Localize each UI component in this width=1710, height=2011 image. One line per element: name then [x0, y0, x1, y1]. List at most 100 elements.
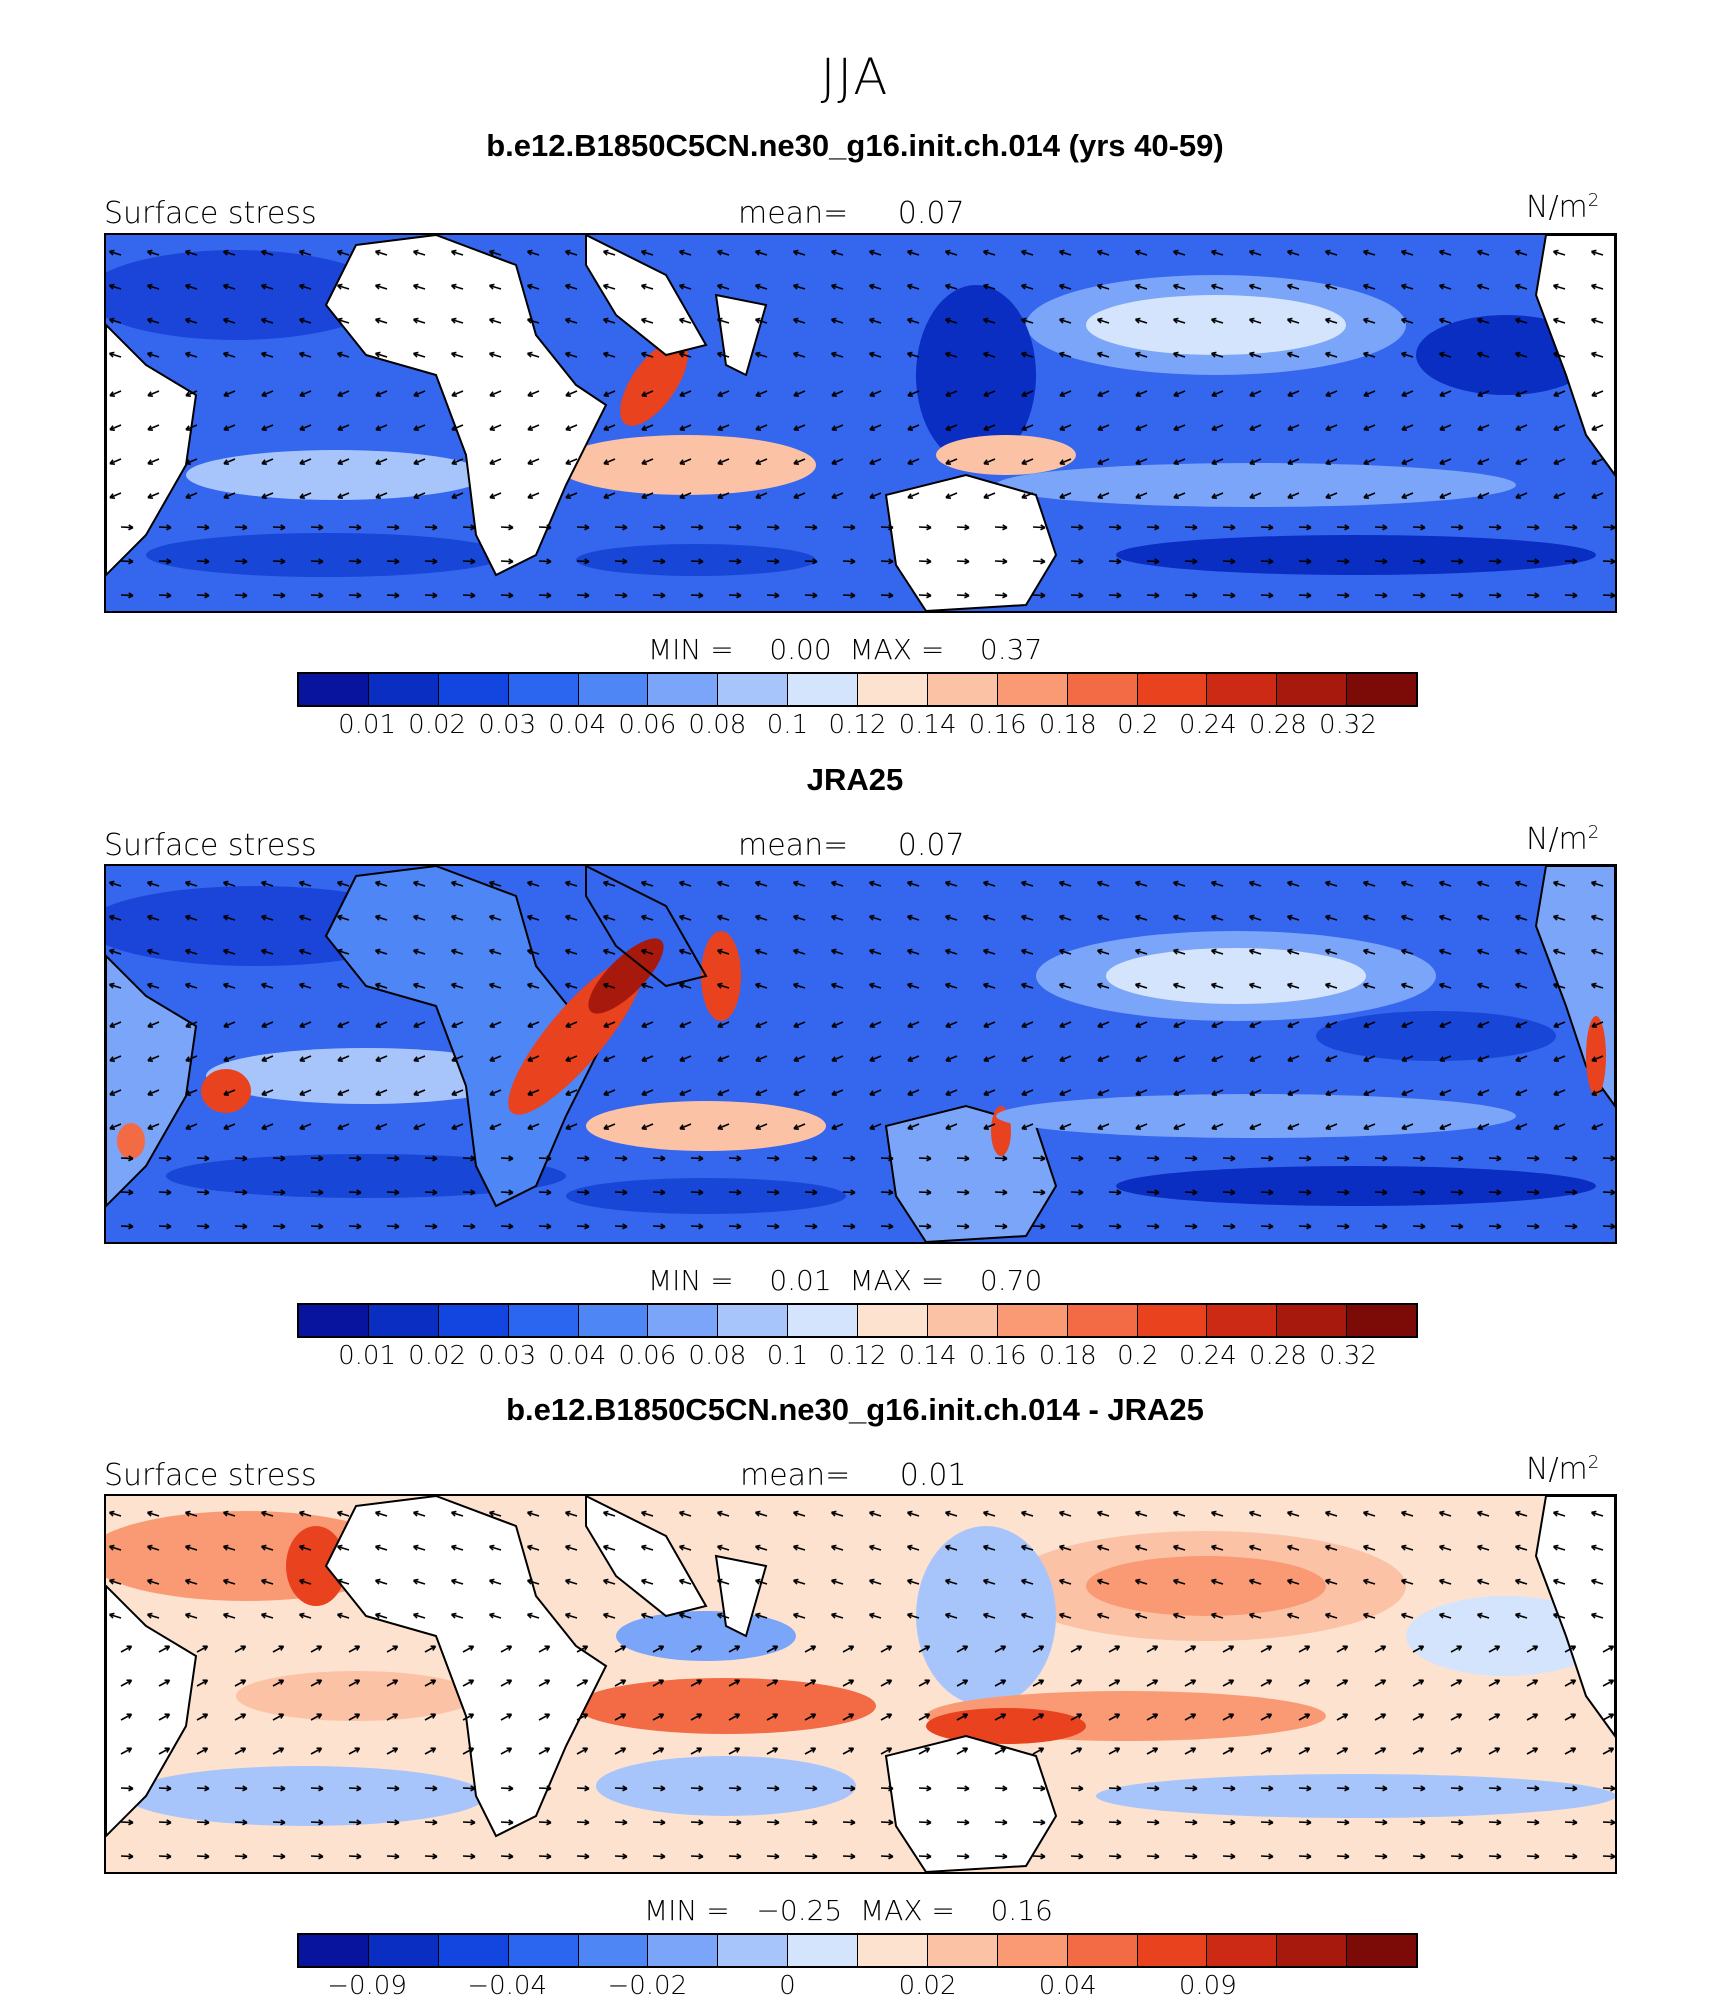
- wind-arrow: [185, 284, 198, 290]
- wind-arrow-head: [298, 1613, 304, 1619]
- wind-arrow-head: [1552, 1545, 1558, 1551]
- wind-arrow: [386, 594, 400, 597]
- wind-arrow: [1401, 492, 1414, 499]
- wind-arrow-head: [906, 915, 912, 921]
- wind-arrow: [804, 1225, 818, 1228]
- wind-arrow: [1336, 1855, 1350, 1858]
- wind-arrow: [424, 1855, 438, 1858]
- wind-arrow: [831, 1545, 844, 1551]
- wind-arrow: [413, 424, 426, 431]
- wind-arrow: [1325, 1055, 1338, 1062]
- wind-arrow: [907, 1511, 920, 1517]
- wind-arrow: [1260, 1787, 1274, 1790]
- wind-arrow: [1287, 492, 1300, 499]
- wind-arrow-head: [1382, 1155, 1388, 1160]
- wind-arrow: [451, 881, 464, 887]
- wind-arrow-head: [1552, 1579, 1558, 1585]
- wind-arrow: [717, 250, 730, 256]
- wind-arrow: [755, 424, 768, 431]
- wind-arrow: [603, 1511, 616, 1517]
- wind-arrow-head: [1248, 318, 1254, 324]
- wind-arrow-head: [1610, 592, 1615, 597]
- wind-arrow: [489, 949, 502, 955]
- wind-arrow: [907, 390, 920, 397]
- wind-arrow: [1298, 560, 1312, 563]
- wind-arrow: [223, 1579, 236, 1585]
- wind-arrow: [500, 1645, 512, 1653]
- wind-arrow: [994, 594, 1008, 597]
- wind-arrow: [652, 1191, 666, 1194]
- wind-arrow: [1097, 1613, 1110, 1619]
- wind-arrow: [565, 1021, 578, 1028]
- wind-arrow: [299, 318, 312, 324]
- panel-2-mean-value: 0.07: [897, 828, 965, 863]
- wind-arrow: [641, 1613, 654, 1619]
- wind-arrow: [1591, 1021, 1604, 1028]
- wind-arrow: [994, 560, 1008, 563]
- wind-arrow-head: [1020, 983, 1026, 989]
- wind-arrow: [1173, 1021, 1186, 1028]
- wind-arrow: [299, 983, 312, 989]
- wind-arrow-head: [1096, 1511, 1102, 1517]
- wind-arrow: [375, 1021, 388, 1028]
- wind-arrow: [1070, 1855, 1084, 1858]
- wind-arrow-head: [242, 1223, 248, 1228]
- wind-arrow: [717, 1511, 730, 1517]
- wind-arrow: [869, 1021, 882, 1028]
- wind-arrow: [652, 1679, 664, 1687]
- wind-arrow: [1591, 1055, 1604, 1062]
- wind-arrow-head: [1154, 1223, 1160, 1228]
- wind-arrow-head: [1590, 1511, 1596, 1517]
- wind-arrow: [679, 1511, 692, 1517]
- wind-arrow: [299, 492, 312, 499]
- wind-arrow: [375, 983, 388, 989]
- wind-arrow-head: [260, 915, 266, 921]
- wind-arrow-head: [1020, 250, 1026, 256]
- wind-arrow: [1564, 560, 1578, 563]
- wind-arrow: [196, 1713, 208, 1721]
- wind-arrow: [120, 1225, 134, 1228]
- wind-arrow: [793, 1089, 806, 1096]
- wind-arrow: [1173, 1613, 1186, 1619]
- wind-arrow-head: [336, 1579, 342, 1585]
- wind-arrow: [223, 492, 236, 499]
- wind-arrow-head: [1400, 949, 1406, 955]
- wind-arrow-head: [204, 1785, 210, 1790]
- wind-arrow: [196, 1747, 208, 1755]
- wind-arrow: [337, 390, 350, 397]
- wind-arrow: [1363, 915, 1376, 921]
- wind-arrow-head: [1172, 1545, 1178, 1551]
- wind-arrow-head: [792, 1613, 798, 1619]
- panel-1-map: [104, 233, 1617, 613]
- wind-arrow-head: [166, 1223, 172, 1228]
- wind-arrow: [147, 458, 160, 465]
- wind-arrow: [831, 881, 844, 887]
- wind-arrow: [1363, 250, 1376, 256]
- wind-arrow: [1477, 915, 1490, 921]
- wind-arrow-head: [1286, 352, 1292, 358]
- wind-arrow-head: [564, 284, 570, 290]
- wind-arrow-head: [830, 949, 836, 955]
- wind-arrow: [234, 1747, 246, 1755]
- wind-arrow: [994, 1855, 1008, 1858]
- wind-arrow-head: [584, 1223, 590, 1228]
- wind-arrow-head: [944, 250, 950, 256]
- wind-arrow: [1184, 560, 1198, 563]
- wind-arrow: [1135, 458, 1148, 465]
- wind-arrow-head: [1420, 1853, 1426, 1858]
- wind-arrow: [375, 1579, 388, 1585]
- wind-arrow-head: [1514, 250, 1520, 256]
- wind-arrow-head: [1230, 558, 1236, 563]
- wind-arrow: [603, 318, 616, 324]
- wind-arrow-head: [336, 881, 342, 887]
- wind-arrow: [793, 949, 806, 955]
- wind-arrow: [831, 458, 844, 465]
- wind-arrow: [831, 949, 844, 955]
- wind-arrow-head: [1078, 1223, 1084, 1228]
- wind-arrow: [728, 1713, 740, 1721]
- wind-arrow: [842, 1225, 856, 1228]
- wind-arrow: [1526, 1679, 1538, 1687]
- wind-arrow-head: [374, 915, 380, 921]
- wind-arrow-head: [640, 352, 646, 358]
- wind-arrow: [641, 983, 654, 989]
